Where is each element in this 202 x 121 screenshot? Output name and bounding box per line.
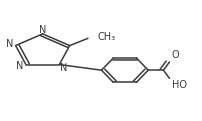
Text: CH₃: CH₃: [97, 32, 115, 42]
Text: O: O: [171, 50, 179, 60]
Text: HO: HO: [171, 80, 186, 90]
Text: N: N: [6, 39, 13, 49]
Text: N: N: [16, 61, 23, 71]
Text: N: N: [39, 25, 46, 35]
Text: N: N: [60, 63, 67, 73]
